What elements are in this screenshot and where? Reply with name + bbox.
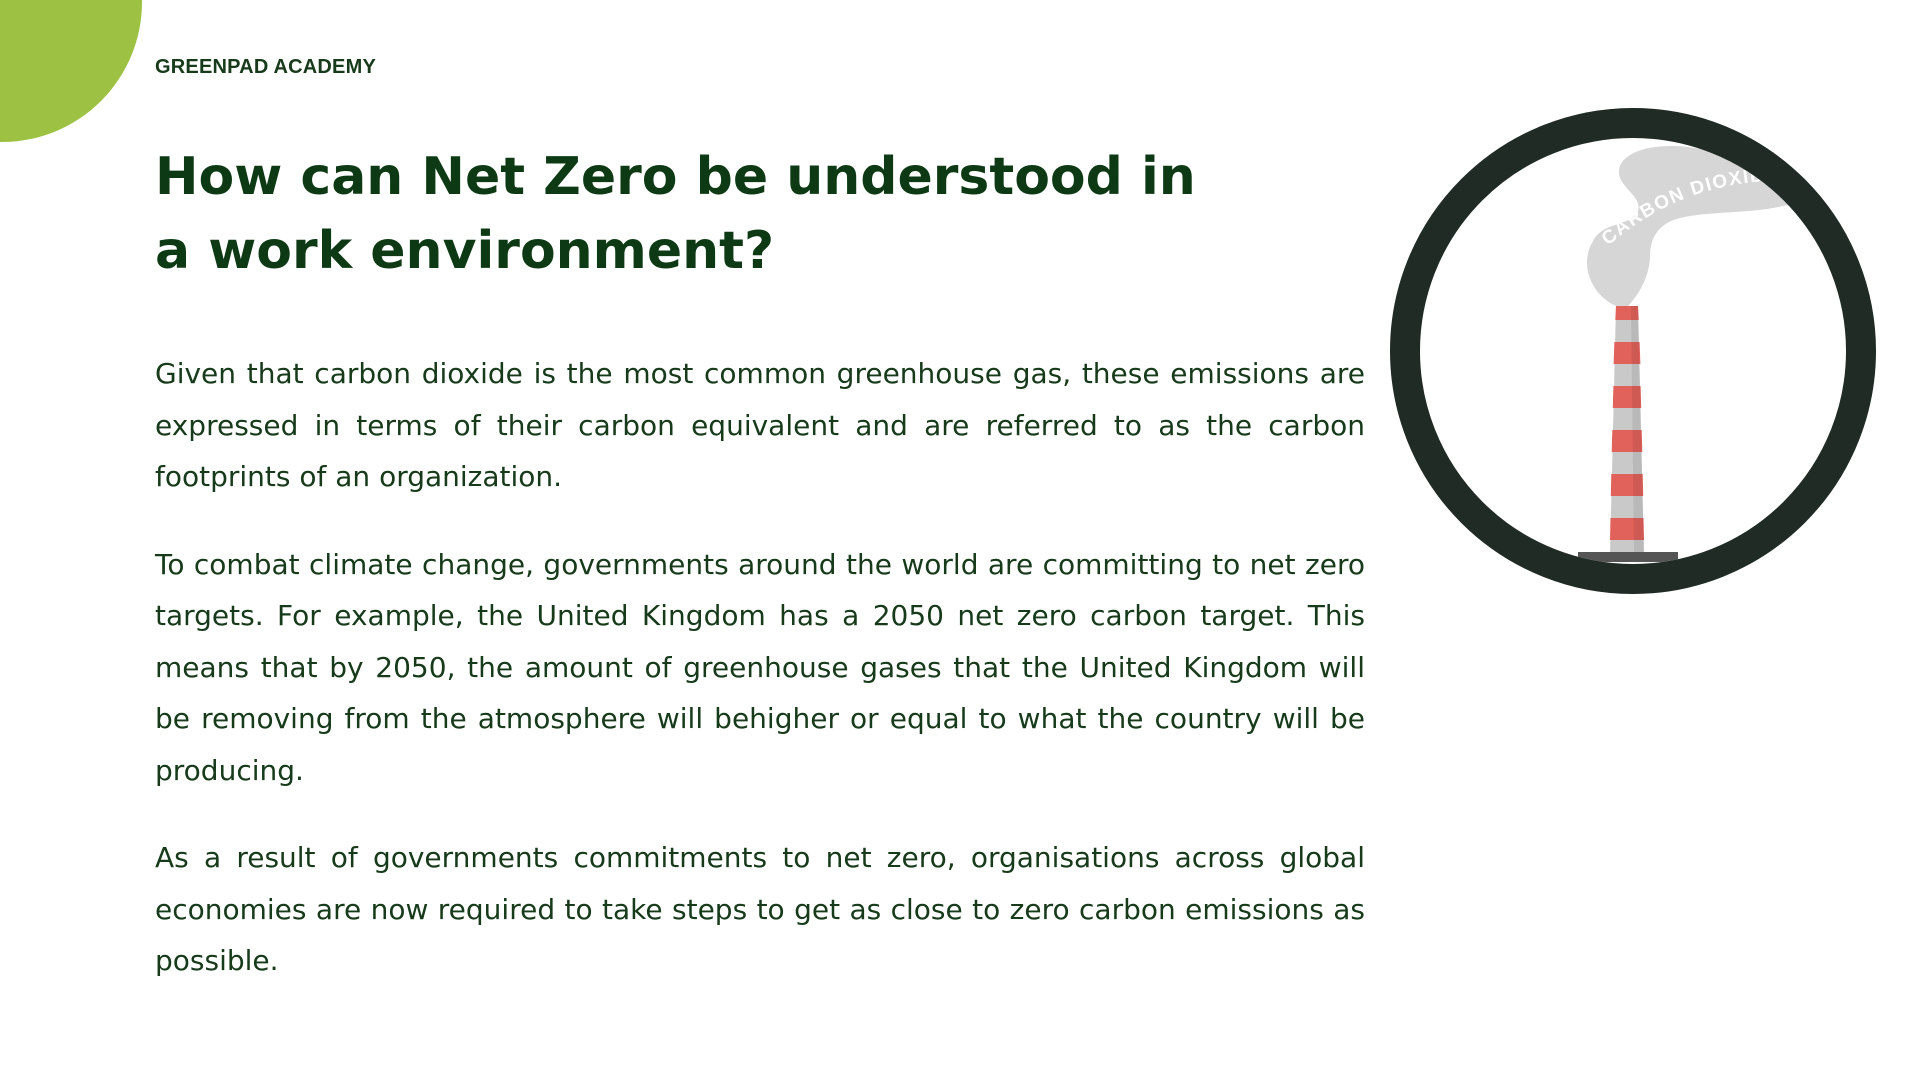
chimney-stack xyxy=(1610,306,1644,554)
paragraph-1: Given that carbon dioxide is the most co… xyxy=(155,357,1365,493)
brand-label: GREENPAD ACADEMY xyxy=(155,56,376,78)
chimney-base xyxy=(1578,552,1678,562)
paragraph-2: To combat climate change, governments ar… xyxy=(155,547,1365,787)
paragraph-3: As a result of governments commitments t… xyxy=(155,841,1365,977)
chimney-illustration: CARBON DIOXIDE xyxy=(1388,106,1878,596)
corner-decoration xyxy=(0,0,142,142)
factory-chimney-icon: CARBON DIOXIDE xyxy=(1390,108,1876,594)
frame-ring xyxy=(1390,108,1876,594)
body-text: Given that carbon dioxide is the most co… xyxy=(155,348,1365,1023)
slide-title: How can Net Zero be understood in a work… xyxy=(155,147,1196,281)
